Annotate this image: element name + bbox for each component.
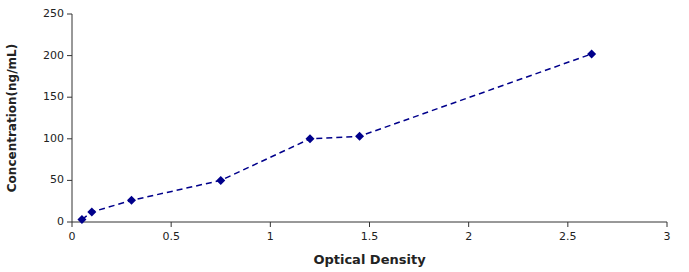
y-tick-label: 100 bbox=[43, 132, 64, 145]
point bbox=[355, 132, 364, 141]
x-tick-label: 0 bbox=[69, 230, 76, 243]
x-tick-label: 1 bbox=[267, 230, 274, 243]
x-tick bbox=[567, 222, 568, 227]
y-tick bbox=[67, 55, 72, 56]
x-tick-label: 2 bbox=[465, 230, 472, 243]
x-axis: 0 0.5 1 1.5 2 2.5 3 bbox=[69, 222, 671, 243]
x-tick bbox=[72, 222, 73, 227]
x-tick bbox=[171, 222, 172, 227]
y-tick-label: 50 bbox=[50, 173, 64, 186]
y-tick bbox=[67, 222, 72, 223]
x-tick bbox=[468, 222, 469, 227]
y-tick bbox=[67, 97, 72, 98]
x-tick bbox=[369, 222, 370, 227]
point bbox=[306, 134, 315, 143]
point bbox=[127, 196, 136, 205]
chart-container: 0 50 100 150 200 250 0 0.5 1 1.5 2 2.5 3 Optical Dens… bbox=[0, 0, 689, 272]
y-tick-label: 0 bbox=[57, 215, 64, 228]
y-tick-label: 200 bbox=[43, 49, 64, 62]
x-tick-label: 2.5 bbox=[559, 230, 577, 243]
x-tick-label: 3 bbox=[664, 230, 671, 243]
point bbox=[77, 215, 86, 224]
y-tick bbox=[67, 138, 72, 139]
x-tick-label: 1.5 bbox=[361, 230, 379, 243]
x-axis-label: Optical Density bbox=[313, 252, 426, 267]
x-tick bbox=[270, 222, 271, 227]
chart-svg: 0 50 100 150 200 250 0 0.5 1 1.5 2 2.5 3 Optical Dens… bbox=[0, 0, 689, 272]
plot-area bbox=[77, 49, 596, 224]
point bbox=[87, 208, 96, 217]
y-tick bbox=[67, 14, 72, 15]
y-tick-label: 250 bbox=[43, 7, 64, 20]
y-tick bbox=[67, 180, 72, 181]
point bbox=[587, 49, 596, 58]
y-axis: 0 50 100 150 200 250 bbox=[43, 7, 72, 228]
line bbox=[82, 54, 592, 220]
x-tick bbox=[667, 222, 668, 227]
y-axis-line bbox=[72, 14, 73, 222]
point bbox=[216, 176, 225, 185]
y-tick-label: 150 bbox=[43, 90, 64, 103]
x-tick-label: 0.5 bbox=[162, 230, 180, 243]
y-axis-label: Concentration(ng/mL) bbox=[5, 44, 19, 192]
